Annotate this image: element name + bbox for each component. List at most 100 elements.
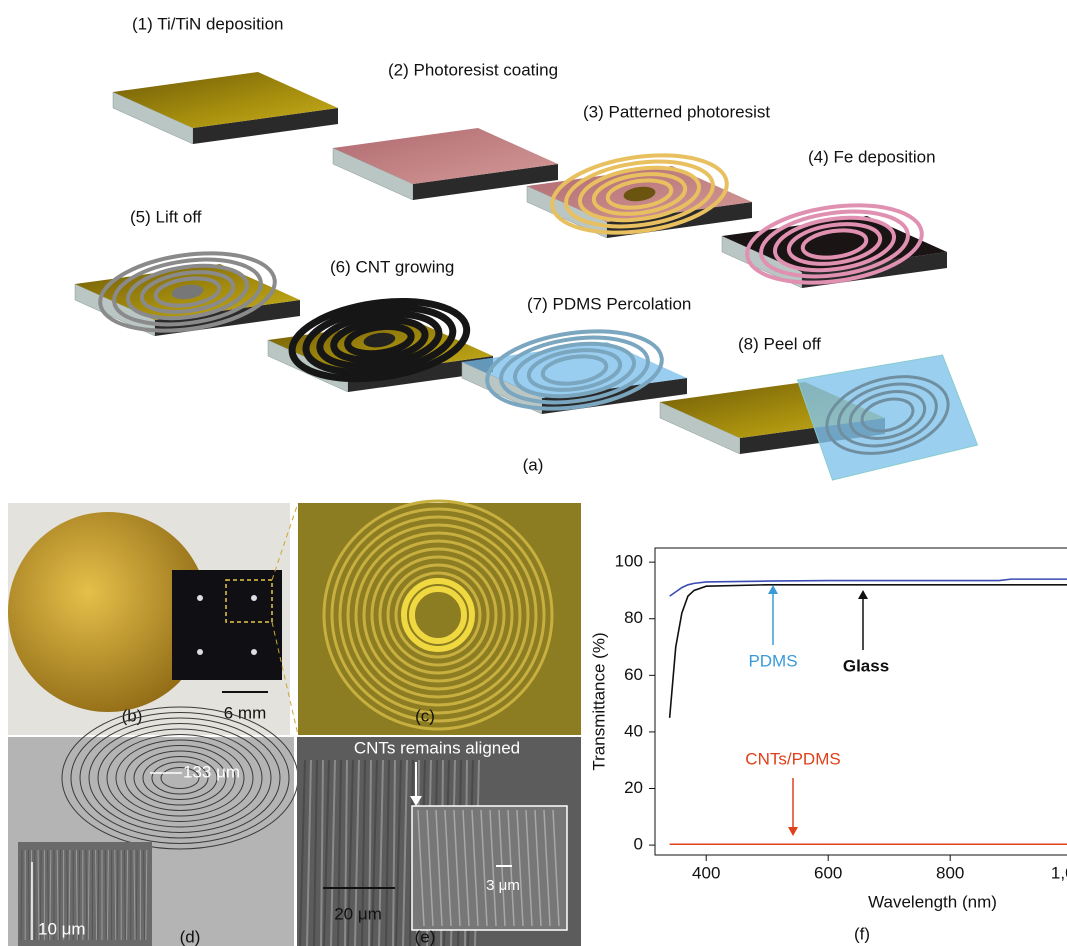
ring [133,750,227,806]
ring [564,159,715,229]
step-label: (6) CNT growing [330,257,454,276]
fiber [78,849,81,941]
y-tick-label: 0 [634,835,643,854]
fiber [68,849,71,941]
fiber [135,849,138,941]
x-tick-label: 1,000 [1051,863,1067,882]
process-step: (3) Patterned photoresist [526,102,770,239]
annotation: Glass [843,656,889,675]
fiber [143,849,146,941]
ring [98,251,277,333]
ring [526,348,623,392]
ring [540,354,609,386]
note: CNTs remains aligned [354,738,520,757]
process-step: (1) Ti/TiN deposition [112,14,338,145]
ring [745,203,924,285]
step-label: (5) Lift off [130,207,202,226]
scale-label: 10 μm [38,919,86,938]
ring [759,209,910,279]
y-axis-label: Transmittance (%) [589,632,608,770]
ring [825,375,950,455]
inset-e [411,805,568,931]
pdms-peeled [796,354,979,481]
fiber [330,759,336,946]
ring [848,390,927,440]
ring [409,586,467,644]
x-axis-label: Wavelength (nm) [868,892,997,911]
process-step: (6) CNT growing [267,257,493,393]
scale-label: 3 μm [486,877,520,894]
ring [115,739,245,817]
fiber [385,759,390,946]
ring-center [623,186,656,202]
fiber [543,809,551,927]
process-step: (8) Peel off [659,334,979,481]
process-step: (4) Fe deposition [721,147,947,289]
ring [401,578,475,652]
slab-side [413,164,558,200]
fiber [354,759,360,946]
coin [8,512,208,712]
ring [378,555,498,675]
ring [499,335,650,405]
step-label: (7) PDMS Percolation [527,294,691,313]
fiber [534,809,542,927]
series-line [668,583,1067,718]
ring [124,745,236,811]
fiber [20,849,23,941]
fiber [27,849,30,941]
chip-dot [251,649,257,655]
fiber [85,849,88,941]
fiber [435,809,443,927]
ring [394,571,482,659]
ring [837,382,938,448]
ring [370,547,506,683]
y-tick-label: 20 [624,778,643,797]
x-tick-label: 400 [692,863,720,882]
ring [322,499,554,731]
fiber [378,759,384,946]
x-tick-label: 800 [936,863,964,882]
fiber [306,759,312,946]
y-tick-label: 40 [624,721,643,740]
ring [786,222,883,266]
ring-center [363,332,396,348]
ring [330,507,546,723]
process-step: (5) Lift off [74,207,300,337]
y-tick-label: 80 [624,608,643,627]
ring [512,341,637,399]
annotation: PDMS [748,651,797,670]
ring-center [171,284,204,300]
annotation-arrowhead [788,827,798,836]
fiber [361,759,366,946]
y-tick-label: 100 [615,552,643,571]
fiber [471,809,479,927]
ring [316,310,443,370]
fiber [489,809,497,927]
zoom-line [271,621,299,736]
ring [302,304,457,376]
fiber [462,809,470,927]
ring [97,728,263,828]
fiber [145,849,148,941]
x-tick-label: 600 [814,863,842,882]
ring [591,172,688,216]
ring [577,165,702,223]
ring [79,717,281,839]
annotation-arrowhead [858,590,868,599]
ring [860,397,915,433]
fiber [498,809,506,927]
fiber [133,849,136,941]
ring [139,270,236,314]
panel-label: (d) [180,927,201,946]
panel-label: (e) [415,927,436,946]
fiber [368,759,372,946]
slab-side [348,356,493,392]
fiber [47,849,50,941]
process-step: (7) PDMS Percolation [461,294,691,415]
ring [550,153,729,235]
step-label: (8) Peel off [738,334,821,353]
ring [338,515,538,715]
fiber [49,849,52,941]
